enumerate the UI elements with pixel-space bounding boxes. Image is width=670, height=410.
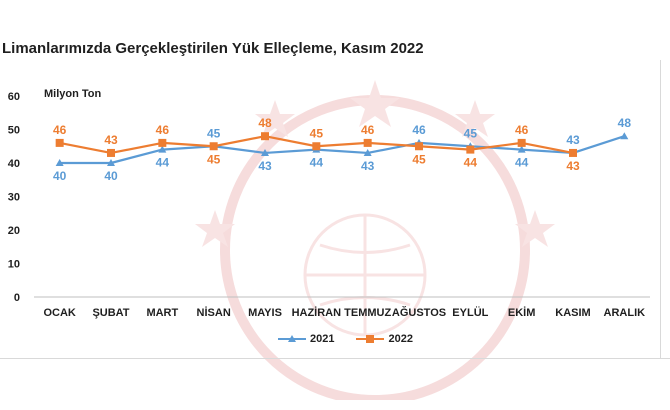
data-label-2022: 43 [104, 133, 118, 147]
x-tick-label: ŞUBAT [92, 307, 129, 319]
x-tick-label: ARALIK [604, 307, 646, 319]
data-label-2021: 40 [104, 169, 118, 183]
data-point-2022 [158, 138, 167, 147]
data-point-2022 [415, 142, 423, 151]
y-tick-label: 40 [8, 158, 20, 170]
data-label-2022: 46 [361, 123, 375, 137]
data-label-2021: 40 [53, 169, 67, 183]
data-label-2021: 43 [361, 159, 375, 173]
y-tick-label: 50 [8, 125, 20, 137]
data-point-2021 [55, 159, 64, 166]
y-tick-label: 0 [14, 292, 20, 304]
data-label-2022: 45 [412, 152, 426, 166]
data-label-2021: 43 [258, 159, 272, 173]
series-line-2021 [59, 135, 625, 165]
data-label-2021: 46 [412, 123, 426, 137]
legend-label-2022: 2022 [388, 333, 413, 345]
y-tick-label: 30 [8, 192, 20, 204]
data-label-2022: 43 [566, 159, 580, 173]
data-label-2021: 48 [618, 116, 632, 130]
y-axis-ticks: 0 10 20 30 40 50 60 [8, 91, 20, 304]
data-point-2021 [107, 159, 115, 166]
chart-legend: 2021 2022 [278, 333, 413, 345]
data-point-2022 [107, 148, 115, 157]
data-label-2022: 45 [310, 126, 324, 140]
data-label-2022: 46 [156, 123, 170, 137]
legend-item-2021: 2021 [278, 333, 334, 345]
data-point-2022 [261, 132, 269, 141]
data-label-2021: 44 [156, 156, 170, 170]
data-label-2021: 44 [310, 156, 324, 170]
x-tick-label: EYLÜL [452, 306, 488, 319]
x-tick-label: MAYIS [248, 307, 282, 319]
data-label-2022: 45 [207, 152, 221, 166]
legend-marker-2021 [278, 335, 306, 342]
data-point-2022 [363, 138, 372, 147]
y-axis-label: Milyon Ton [44, 88, 102, 100]
y-tick-label: 20 [8, 225, 20, 237]
legend-marker-2022 [356, 335, 385, 343]
data-point-2022 [55, 138, 64, 147]
data-point-2022 [517, 138, 526, 147]
data-point-2021 [517, 145, 526, 153]
x-tick-label: HAZİRAN [292, 306, 342, 319]
data-label-2022: 46 [53, 123, 67, 137]
data-label-2021: 45 [464, 126, 478, 140]
data-point-2021 [620, 132, 629, 140]
data-point-2022 [569, 148, 577, 157]
chart-frame-bottom [0, 358, 670, 359]
series-layer [55, 132, 629, 166]
data-point-2022 [312, 142, 321, 151]
x-tick-label: AĞUSTOS [392, 306, 446, 319]
data-label-2021: 43 [566, 133, 580, 147]
x-tick-label: EKİM [508, 306, 536, 319]
legend-label-2021: 2021 [310, 333, 335, 345]
chart-frame-right [660, 60, 661, 358]
data-point-2022 [466, 145, 475, 154]
y-tick-label: 60 [8, 91, 20, 103]
data-point-2021 [261, 148, 269, 156]
y-tick-label: 10 [8, 259, 20, 271]
chart-title: Limanlarımızda Gerçekleştirilen Yük Elle… [2, 40, 424, 57]
data-point-2021 [363, 148, 372, 156]
x-axis-ticks: OCAK ŞUBAT MART NİSAN MAYIS HAZİRAN TEMMUZ AĞUS… [43, 306, 645, 319]
data-label-2022: 48 [258, 116, 272, 130]
x-tick-label: NİSAN [197, 306, 231, 319]
data-label-2022: 44 [464, 156, 478, 170]
data-label-2021: 45 [207, 126, 221, 140]
data-label-2021: 44 [515, 156, 529, 170]
x-tick-label: OCAK [43, 307, 75, 319]
data-point-2022 [209, 142, 218, 151]
ministry-seal-watermark [195, 80, 555, 400]
legend-item-2022: 2022 [356, 333, 413, 345]
data-label-layer: 40 40 44 45 43 44 43 46 45 44 43 48 46 43 46 45 48 45 46 45… [53, 116, 631, 183]
data-point-2021 [158, 145, 167, 153]
data-label-2022: 46 [515, 123, 529, 137]
x-tick-label: TEMMUZ [344, 307, 391, 319]
x-tick-label: KASIM [555, 307, 590, 319]
x-tick-label: MART [146, 307, 178, 319]
